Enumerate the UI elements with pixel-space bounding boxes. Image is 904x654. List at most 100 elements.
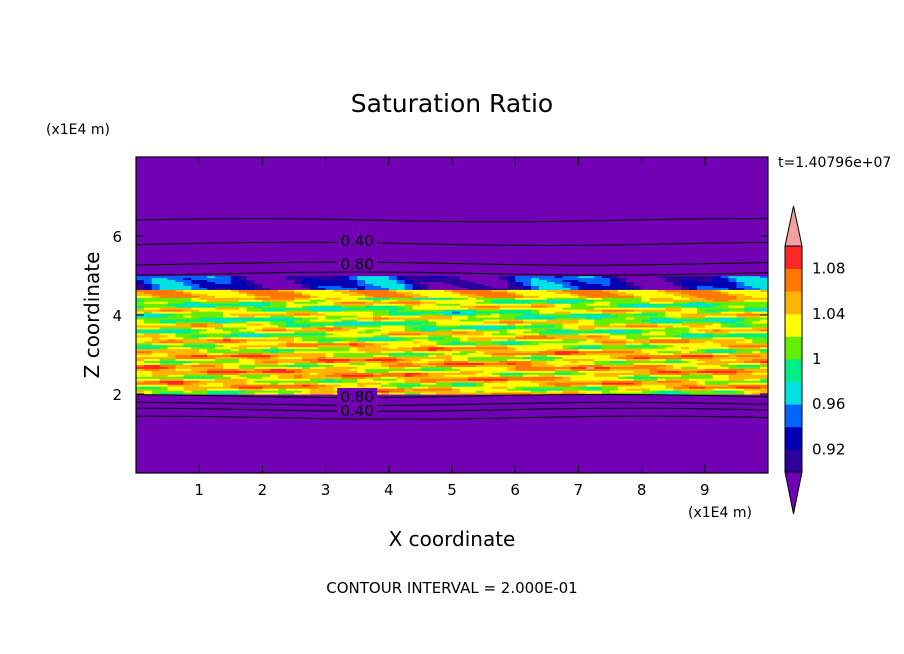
heatmap-cell	[562, 346, 572, 350]
heatmap-cell	[357, 366, 390, 369]
heatmap-cell	[515, 346, 564, 350]
heatmap-cell	[633, 305, 651, 308]
heatmap-cell	[696, 279, 714, 283]
heatmap-cell	[428, 318, 461, 322]
heatmap-cell	[262, 299, 295, 302]
heatmap-cell	[523, 287, 532, 290]
heatmap-cell	[286, 344, 319, 348]
heatmap-cell	[538, 384, 556, 387]
heatmap-cell	[531, 311, 540, 314]
heatmap-cell	[294, 301, 319, 304]
heatmap-cell	[428, 354, 437, 358]
heatmap-cell	[760, 318, 768, 322]
heatmap-cell	[712, 372, 737, 375]
heatmap-cell	[752, 326, 768, 330]
heatmap-cell	[373, 336, 390, 340]
heatmap-cell	[625, 316, 635, 320]
heatmap-cell	[420, 322, 437, 326]
heatmap-cell	[341, 338, 358, 342]
heatmap-cell	[452, 297, 469, 300]
heatmap-cell	[388, 370, 461, 373]
heatmap-cell	[136, 397, 768, 401]
heatmap-cell	[294, 350, 366, 354]
heatmap-cell	[412, 346, 429, 350]
heatmap-cell	[136, 392, 153, 395]
heatmap-cell	[689, 324, 706, 328]
heatmap-cell	[704, 340, 714, 344]
heatmap-cell	[143, 299, 192, 302]
heatmap-cell	[388, 275, 398, 279]
heatmap-cell	[365, 368, 421, 371]
heatmap-cell	[136, 188, 768, 192]
heatmap-cell	[499, 313, 524, 316]
heatmap-cell	[136, 366, 169, 369]
heatmap-cell	[325, 299, 374, 302]
heatmap-cell	[507, 338, 516, 342]
heatmap-cell	[262, 352, 327, 356]
heatmap-cell	[246, 320, 271, 324]
x-tick-label: 2	[258, 481, 268, 499]
heatmap-cell	[396, 291, 414, 294]
heatmap-cell	[215, 356, 248, 360]
heatmap-cell	[191, 307, 216, 310]
heatmap-cell	[633, 378, 658, 381]
heatmap-cell	[136, 455, 768, 458]
colorbar-swatch	[785, 291, 802, 315]
heatmap-cell	[610, 332, 643, 336]
heatmap-cell	[641, 348, 698, 352]
heatmap-cell	[467, 326, 500, 330]
heatmap-cell	[681, 313, 737, 316]
heatmap-cell	[175, 313, 224, 316]
heatmap-cell	[191, 277, 232, 281]
heatmap-cell	[286, 277, 303, 281]
heatmap-cell	[301, 285, 311, 288]
heatmap-cell	[373, 378, 398, 381]
heatmap-cell	[262, 332, 327, 336]
heatmap-cell	[136, 170, 768, 174]
heatmap-cell	[278, 342, 287, 346]
heatmap-cell	[602, 297, 643, 300]
heatmap-cell	[546, 305, 556, 308]
heatmap-cell	[167, 301, 184, 304]
heatmap-cell	[570, 346, 603, 350]
heatmap-cell	[136, 372, 153, 375]
heatmap-cell	[317, 386, 335, 389]
heatmap-cell	[136, 431, 768, 435]
heatmap-cell	[531, 285, 540, 288]
heatmap-cell	[183, 336, 200, 340]
heatmap-cell	[412, 338, 429, 342]
heatmap-cell	[720, 316, 730, 320]
heatmap-cell	[143, 311, 153, 314]
colorbar-swatch	[785, 449, 802, 473]
heatmap-cell	[704, 360, 745, 363]
time-label: t=1.40796e+07	[778, 155, 891, 171]
heatmap-cell	[215, 364, 224, 367]
heatmap-cell	[254, 315, 271, 318]
heatmap-cell	[728, 354, 737, 358]
heatmap-cell	[712, 277, 730, 281]
heatmap-cell	[760, 378, 768, 381]
heatmap-cell	[752, 324, 768, 328]
heatmap-cell	[136, 459, 768, 462]
heatmap-cell	[704, 309, 730, 312]
heatmap-cell	[459, 324, 477, 328]
heatmap-cell	[523, 334, 548, 338]
heatmap-cell	[238, 332, 263, 336]
heatmap-cell	[191, 297, 200, 300]
heatmap-cell	[365, 320, 429, 324]
heatmap-cell	[531, 309, 540, 312]
heatmap-cell	[136, 174, 768, 178]
heatmap-cell	[578, 332, 611, 336]
heatmap-cell	[222, 382, 248, 385]
x-tick-label: 1	[194, 481, 204, 499]
heatmap-field	[136, 157, 768, 473]
heatmap-cell	[238, 392, 256, 395]
heatmap-cell	[673, 283, 682, 286]
heatmap-cell	[191, 279, 208, 283]
heatmap-cell	[238, 360, 256, 363]
heatmap-cell	[570, 352, 587, 356]
heatmap-cell	[380, 332, 390, 336]
heatmap-cell	[175, 320, 216, 324]
heatmap-cell	[341, 305, 366, 308]
heatmap-cell	[143, 364, 161, 367]
